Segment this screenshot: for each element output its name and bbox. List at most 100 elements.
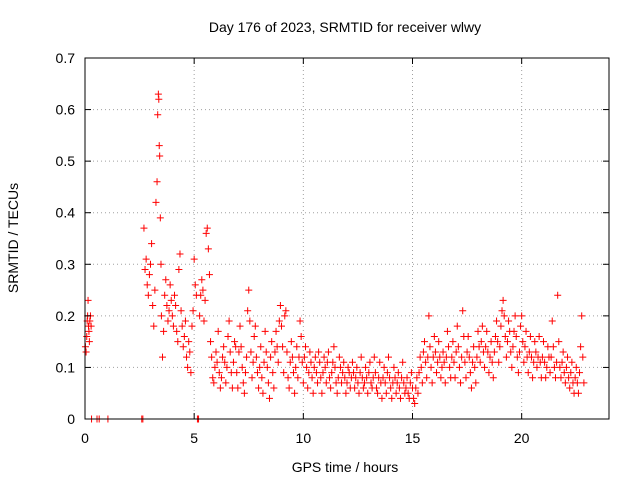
data-point — [546, 369, 554, 377]
data-point — [513, 353, 521, 361]
data-point — [355, 389, 363, 397]
data-point — [160, 327, 168, 335]
data-point — [561, 379, 569, 387]
data-point — [461, 358, 469, 366]
data-point — [190, 255, 198, 263]
data-point — [140, 224, 148, 232]
data-point — [364, 389, 372, 397]
data-point — [519, 338, 527, 346]
data-point — [223, 363, 231, 371]
data-point — [241, 369, 249, 377]
data-point — [573, 379, 581, 387]
data-point — [299, 379, 307, 387]
data-point — [557, 374, 565, 382]
data-point — [85, 338, 93, 346]
data-point — [431, 348, 439, 356]
data-point — [278, 322, 285, 330]
data-point — [186, 348, 194, 356]
data-point — [155, 95, 163, 103]
data-point — [175, 265, 183, 273]
data-point — [302, 343, 310, 351]
data-point — [275, 317, 283, 325]
data-point — [399, 358, 407, 366]
data-point — [229, 358, 237, 366]
data-point — [481, 363, 489, 371]
data-point — [455, 363, 463, 371]
data-point — [203, 224, 211, 232]
data-point — [220, 343, 228, 351]
data-point — [421, 338, 429, 346]
data-point — [216, 384, 224, 392]
data-point — [532, 348, 540, 356]
data-point — [491, 332, 499, 340]
data-point — [85, 327, 93, 335]
data-point — [292, 363, 300, 371]
data-point — [251, 322, 259, 330]
data-point — [191, 281, 199, 289]
data-point — [380, 363, 388, 371]
data-point — [560, 369, 568, 377]
data-point — [246, 317, 254, 325]
data-point — [418, 379, 426, 387]
data-point — [316, 358, 324, 366]
data-point — [270, 384, 278, 392]
data-point — [577, 343, 585, 351]
x-tick-label: 15 — [405, 430, 421, 446]
y-axis-label: SRMTID / TECUs — [5, 183, 21, 293]
data-point — [462, 374, 470, 382]
data-point — [238, 363, 246, 371]
data-point — [579, 353, 587, 361]
data-point — [459, 307, 467, 315]
data-point — [300, 353, 308, 361]
data-point — [423, 374, 431, 382]
data-point — [445, 343, 453, 351]
data-point — [286, 358, 294, 366]
data-point — [465, 353, 473, 361]
data-point — [260, 358, 268, 366]
data-point — [454, 343, 462, 351]
data-point — [287, 338, 295, 346]
data-point — [476, 358, 484, 366]
data-point — [365, 369, 373, 377]
data-point — [427, 363, 435, 371]
y-tick-label: 0.3 — [56, 256, 76, 272]
data-point — [157, 312, 165, 320]
data-point — [429, 353, 437, 361]
data-point — [402, 384, 410, 392]
data-point — [541, 358, 549, 366]
data-point — [467, 384, 475, 392]
data-point — [257, 343, 265, 351]
data-point — [210, 379, 218, 387]
data-point — [207, 338, 215, 346]
data-point — [234, 384, 242, 392]
data-point — [188, 322, 196, 330]
data-point — [312, 369, 320, 377]
data-point — [159, 353, 167, 361]
data-point — [335, 353, 343, 361]
data-point — [352, 374, 360, 382]
data-point — [374, 389, 382, 397]
data-point — [280, 369, 288, 377]
data-point — [196, 312, 204, 320]
data-point — [496, 343, 504, 351]
data-point — [452, 348, 460, 356]
data-point — [500, 312, 508, 320]
data-point — [524, 369, 532, 377]
data-point — [493, 317, 501, 325]
data-point — [457, 379, 465, 387]
data-point — [148, 240, 156, 248]
data-point — [145, 271, 153, 279]
data-point — [353, 363, 361, 371]
data-point — [554, 291, 562, 299]
data-point — [521, 343, 529, 351]
data-point — [327, 384, 335, 392]
data-point — [469, 358, 477, 366]
data-point — [252, 353, 260, 361]
data-point — [484, 348, 492, 356]
data-point — [226, 348, 234, 356]
data-point — [387, 384, 395, 392]
data-point — [363, 374, 371, 382]
data-point — [371, 369, 379, 377]
y-tick-label: 0.2 — [56, 308, 76, 324]
data-point — [362, 363, 370, 371]
